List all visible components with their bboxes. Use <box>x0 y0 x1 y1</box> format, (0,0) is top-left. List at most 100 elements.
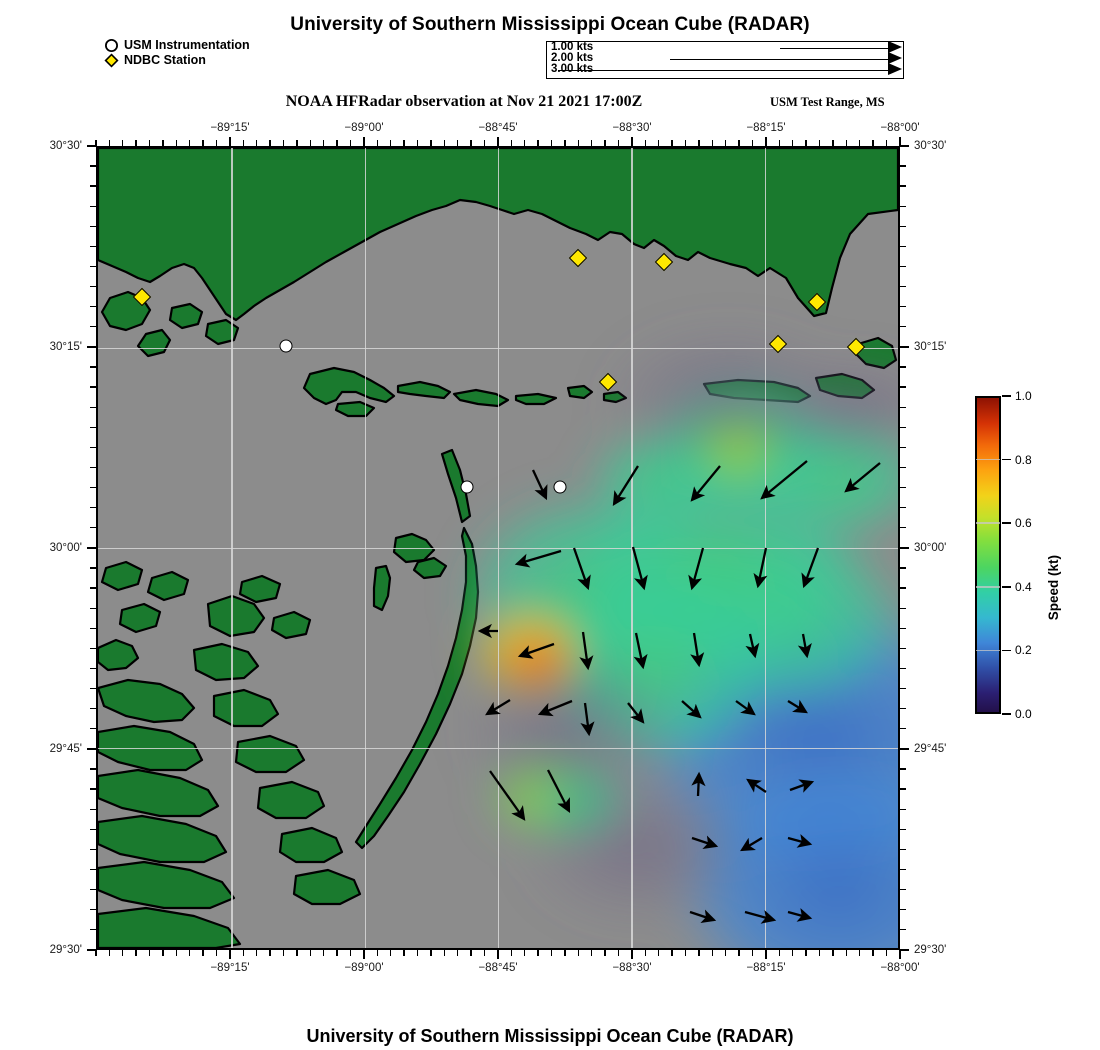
vector-key-shaft-2 <box>670 59 888 60</box>
y-axis-label: 30°15' <box>914 341 947 353</box>
x-tick <box>122 950 124 956</box>
x-axis-label: −88°45' <box>478 962 518 974</box>
x-tick <box>457 950 459 956</box>
x-tick <box>805 950 807 956</box>
y-tick <box>900 587 906 589</box>
usm-station-marker[interactable] <box>279 339 293 353</box>
x-tick <box>135 950 137 956</box>
y-tick <box>900 165 906 167</box>
colorbar-gradient <box>975 396 1001 714</box>
x-tick <box>698 950 700 956</box>
x-tick <box>296 950 298 956</box>
ndbc-diamond-icon <box>104 53 120 68</box>
x-tick <box>376 950 378 956</box>
x-tick <box>845 950 847 956</box>
gridline-lat <box>98 747 898 750</box>
y-tick <box>900 848 906 851</box>
x-tick <box>899 137 901 146</box>
colorbar-inner-line <box>976 458 1000 461</box>
x-tick <box>684 950 687 956</box>
colorbar-tick-label: 0.6 <box>1015 516 1032 531</box>
y-tick <box>87 949 96 951</box>
y-tick <box>900 205 906 207</box>
x-tick <box>524 950 526 956</box>
x-tick <box>591 950 593 956</box>
x-tick <box>95 950 97 956</box>
y-axis-label: 29°45' <box>49 743 82 755</box>
y-tick <box>900 627 906 629</box>
x-tick <box>108 950 110 956</box>
vector-key-label-1: 1.00 kts <box>551 41 594 53</box>
y-tick <box>900 708 906 710</box>
usm-station-marker[interactable] <box>553 480 567 494</box>
x-tick <box>899 950 901 959</box>
x-tick <box>885 950 888 956</box>
x-tick <box>403 950 405 956</box>
marker-legend: USM Instrumentation NDBC Station <box>104 38 364 68</box>
x-tick <box>792 950 794 956</box>
current-vector-arrows <box>98 148 898 948</box>
x-tick <box>510 950 512 956</box>
vector-key-shaft-3 <box>558 70 888 71</box>
x-tick <box>859 950 861 956</box>
x-axis-label: −88°30' <box>612 122 652 134</box>
x-tick <box>550 950 553 956</box>
x-tick <box>309 950 311 956</box>
x-tick <box>390 950 392 956</box>
colorbar[interactable]: 0.0 0.2 0.4 0.6 0.8 1.0 <box>975 389 1032 721</box>
x-tick <box>577 950 579 956</box>
y-tick <box>900 426 906 428</box>
x-axis-label: −89°00' <box>344 122 384 134</box>
x-axis-label: −88°00' <box>880 962 920 974</box>
y-tick <box>900 446 906 449</box>
vector-key-label-2: 2.00 kts <box>551 52 594 64</box>
y-axis-label: 29°30' <box>49 944 82 956</box>
y-tick <box>900 547 909 549</box>
x-tick <box>564 950 566 956</box>
y-tick <box>900 607 906 609</box>
vector-scale-key: 1.00 kts 2.00 kts 3.00 kts <box>546 41 904 79</box>
page-footer: University of Southern Mississippi Ocean… <box>306 1026 794 1046</box>
map-plot-area[interactable] <box>96 146 900 950</box>
y-tick <box>900 567 906 569</box>
y-tick <box>900 667 906 670</box>
x-axis-label: −88°00' <box>880 122 920 134</box>
y-tick <box>900 909 906 911</box>
x-tick <box>778 950 780 956</box>
x-axis-label: −89°15' <box>210 122 250 134</box>
y-axis-label: 30°00' <box>914 542 947 554</box>
vector-key-row-1: 1.00 kts <box>547 41 903 55</box>
x-axis-label: −88°15' <box>746 962 786 974</box>
x-tick <box>483 950 486 956</box>
y-tick <box>900 366 906 368</box>
legend-label-ndbc: NDBC Station <box>124 53 206 68</box>
y-tick <box>900 748 909 750</box>
x-tick <box>349 950 352 956</box>
colorbar-tick-label: 0.2 <box>1015 643 1032 658</box>
x-tick <box>148 950 151 956</box>
usm-circle-icon <box>104 38 120 53</box>
x-tick <box>175 950 177 956</box>
colorbar-tick-label: 0.0 <box>1015 707 1032 721</box>
y-tick <box>900 185 906 187</box>
colorbar-inner-line <box>976 649 1000 652</box>
usm-station-marker[interactable] <box>460 480 474 494</box>
y-tick <box>900 145 909 147</box>
y-tick <box>900 868 906 871</box>
vector-key-shaft-1 <box>780 48 888 49</box>
x-axis-label: −88°15' <box>746 122 786 134</box>
y-tick <box>900 949 909 951</box>
y-axis-label: 29°45' <box>914 743 947 755</box>
y-tick <box>900 265 906 268</box>
y-tick <box>900 346 909 348</box>
land-layer <box>98 148 898 948</box>
x-tick <box>282 950 285 956</box>
x-tick <box>751 950 754 956</box>
colorbar-title: Speed (kt) <box>1046 555 1061 621</box>
colorbar-tick-label: 0.8 <box>1015 452 1032 467</box>
x-tick <box>604 950 606 956</box>
y-tick <box>900 486 906 489</box>
x-axis-label: −88°30' <box>612 962 652 974</box>
x-tick <box>658 950 660 956</box>
y-tick <box>900 225 906 227</box>
